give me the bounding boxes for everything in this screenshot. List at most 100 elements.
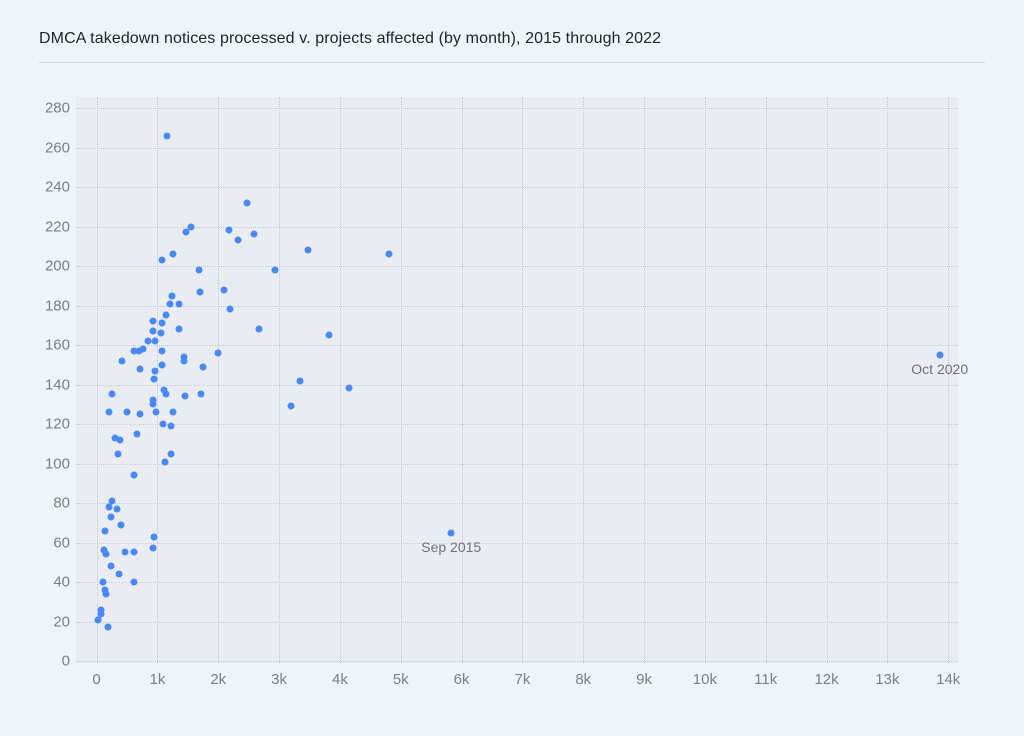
- y-axis-tick-label: 180: [44, 297, 70, 314]
- data-point: [325, 331, 333, 339]
- y-axis-tick-label: 120: [44, 415, 70, 433]
- y-axis-tick-label: 60: [53, 534, 70, 551]
- data-point: [167, 450, 175, 458]
- gridline-y-120: [76, 424, 958, 425]
- data-point: [160, 386, 167, 394]
- gridline-y-240: [76, 187, 958, 188]
- data-point: [100, 546, 108, 554]
- y-axis-tick-label: 140: [44, 376, 70, 393]
- data-point: [169, 408, 177, 416]
- gridline-x-2k: [218, 97, 220, 663]
- data-point: [161, 458, 169, 466]
- gridline-y-280: [76, 108, 958, 109]
- gridline-y-140: [76, 384, 958, 386]
- gridline-x-11k: [765, 97, 767, 663]
- data-point: [118, 357, 126, 365]
- data-point: [114, 450, 122, 458]
- data-point: [250, 230, 258, 238]
- x-axis-tick-label: 8k: [575, 671, 592, 688]
- y-axis-tick-label: 100: [44, 455, 70, 472]
- gridline-y-220: [76, 226, 958, 228]
- data-point: [144, 337, 152, 345]
- x-axis-tick-label: 6k: [453, 671, 470, 688]
- data-point: [133, 430, 141, 438]
- x-axis-tick-label: 2k: [210, 671, 227, 688]
- data-point: [130, 471, 138, 479]
- x-axis-tick-label: 3k: [271, 671, 287, 688]
- data-point: [105, 408, 113, 416]
- data-point: [158, 319, 166, 327]
- data-point: [108, 390, 116, 398]
- data-point: [243, 199, 251, 207]
- data-point: [180, 357, 188, 365]
- data-point: [180, 353, 188, 361]
- data-point: [130, 548, 138, 556]
- gridline-y-260: [76, 147, 958, 149]
- y-axis-tick-label: 280: [44, 99, 70, 117]
- gridline-x-14k: [948, 97, 950, 663]
- gridline-x-12k: [826, 97, 828, 663]
- data-point: [151, 367, 159, 375]
- x-axis-tick-label: 12k: [814, 671, 839, 688]
- data-point: [113, 505, 121, 513]
- data-point: [107, 513, 115, 521]
- x-axis-tick-label: 9k: [636, 671, 652, 688]
- data-point: [150, 375, 158, 383]
- data-point: [104, 623, 112, 631]
- x-axis-tick-label: 14k: [936, 671, 961, 688]
- data-point: [187, 223, 195, 230]
- data-point: [136, 410, 144, 418]
- gridline-x-3k: [279, 97, 281, 663]
- data-point: [101, 586, 108, 594]
- gridline-y-200: [76, 266, 958, 267]
- data-point: [97, 610, 105, 618]
- x-axis-tick-label: 10k: [692, 671, 717, 688]
- data-point: [121, 548, 129, 556]
- data-point: [226, 305, 234, 313]
- data-point: [168, 292, 176, 300]
- data-point: [152, 408, 160, 416]
- gridline-y-20: [76, 621, 958, 623]
- data-point: [181, 392, 189, 400]
- data-point: [108, 497, 116, 505]
- x-axis-tick-label: 7k: [514, 671, 531, 688]
- gridline-x-1k: [157, 97, 159, 663]
- data-point: [271, 266, 279, 274]
- data-point: [135, 347, 143, 355]
- data-point: [102, 550, 110, 558]
- gridline-x-4k: [339, 97, 341, 663]
- y-axis-tick-label: 260: [44, 139, 70, 156]
- gridline-y-80: [76, 503, 958, 504]
- data-point: [158, 347, 166, 355]
- data-point: [123, 408, 131, 416]
- data-point: [175, 325, 183, 333]
- y-axis-tick-label: 220: [44, 218, 70, 235]
- x-axis-tick-label: 0: [92, 671, 101, 688]
- x-axis-tick-label: 13k: [875, 671, 900, 688]
- gridline-x-6k: [461, 97, 463, 663]
- data-point: [105, 503, 113, 511]
- x-axis-tick-label: 1k: [149, 671, 166, 688]
- data-point: [159, 420, 167, 428]
- data-point: [196, 288, 204, 296]
- data-point: [163, 132, 171, 140]
- data-point: [255, 325, 263, 333]
- data-point: [197, 390, 205, 398]
- data-point: [149, 327, 157, 335]
- x-axis-tick-label: 4k: [331, 671, 348, 688]
- annotation-label: Sep 2015: [421, 538, 482, 555]
- gridline-x-5k: [400, 97, 402, 663]
- y-axis-tick-label: 200: [44, 257, 70, 275]
- data-point: [149, 400, 157, 408]
- data-point: [234, 236, 242, 244]
- gridline-y-180: [76, 305, 958, 307]
- data-point: [220, 286, 228, 294]
- data-point: [304, 246, 312, 254]
- data-point: [195, 266, 203, 274]
- data-point: [136, 365, 144, 373]
- y-axis-tick-label: 240: [44, 178, 70, 196]
- data-point: [169, 250, 177, 258]
- gridline-y-40: [76, 582, 958, 583]
- gridline-y-60: [76, 542, 958, 544]
- gridline-x-8k: [583, 97, 585, 663]
